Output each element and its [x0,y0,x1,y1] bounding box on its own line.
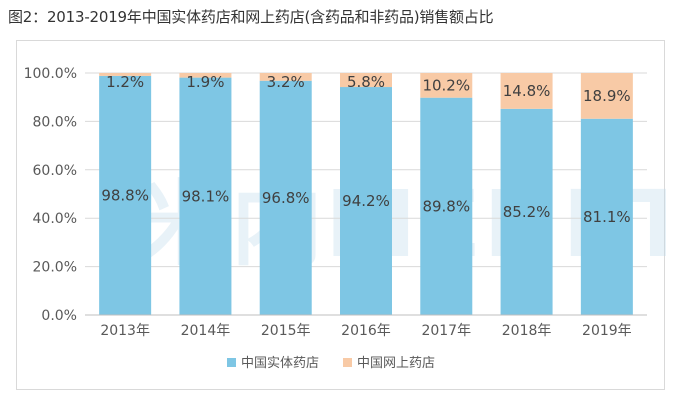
bar-segment-physical-store [179,77,232,316]
data-label-online-store: 14.8% [503,82,551,100]
bar-segment-online-store [179,73,232,78]
x-tick-label: 2013年 [100,323,150,339]
bar-segment-online-store [99,73,152,76]
x-tick-label: 2015年 [261,323,311,339]
bar-segment-physical-store [259,80,312,315]
x-tick-label: 2018年 [502,323,552,339]
data-label-physical-store: 89.8% [422,197,470,215]
y-tick-label: 100.0% [24,66,77,82]
y-tick-label: 20.0% [33,260,77,276]
y-tick-label: 80.0% [33,114,77,130]
x-tick-label: 2019年 [582,323,632,339]
x-tick-label: 2017年 [421,323,471,339]
legend: 中国实体药店 中国网上药店 [227,356,435,371]
y-tick-label: 0.0% [41,308,77,324]
y-tick-label: 60.0% [33,163,77,179]
bar-segment-online-store [340,73,392,88]
data-label-physical-store: 96.8% [262,189,310,207]
bar-segment-physical-store [420,97,473,316]
chart-frame: 米内MENET 98.8% 1.2% 98.1% 1.9% 96.8% 3.2% 94.2%… [16,40,666,390]
bar-segment-online-store [420,73,473,98]
legend-label-online-store: 中国网上药店 [357,356,435,371]
x-tick-label: 2014年 [181,323,231,339]
legend-swatch-online-store [343,358,352,367]
legend-label-physical-store: 中国实体药店 [241,356,319,371]
data-label-online-store: 1.9% [186,73,224,91]
data-label-online-store: 10.2% [422,76,470,94]
bar-segment-physical-store [500,108,553,315]
bar-segment-physical-store [580,118,633,315]
y-tick-label: 40.0% [33,211,77,227]
data-label-physical-store: 98.8% [101,186,149,204]
page-title: 图2：2013-2019年中国实体药店和网上药店(含药品和非药品)销售额占比 [8,8,494,26]
bar-segment-online-store [500,73,553,109]
data-label-online-store: 1.2% [106,73,144,91]
data-label-online-store: 18.9% [583,87,631,105]
bar-segment-physical-store [99,75,152,316]
bars: 98.8% 1.2% 98.1% 1.9% 96.8% 3.2% 94.2% 5.8% 89.8… [99,73,633,316]
data-label-online-store: 5.8% [347,73,385,91]
data-label-physical-store: 85.2% [503,203,551,221]
stacked-bar-chart: 米内MENET 98.8%1.2%98.1%1.9%96.8%3.2%94.2%… [24,66,666,371]
bar-segment-physical-store [340,87,392,315]
data-label-physical-store: 98.1% [182,187,230,205]
data-label-physical-store: 81.1% [583,208,631,226]
x-tick-label: 2016年 [341,323,391,339]
data-label-online-store: 3.2% [267,73,305,91]
legend-swatch-physical-store [227,358,236,367]
data-label-physical-store: 94.2% [342,192,390,210]
bar-segment-online-store [580,73,633,119]
bar-segment-online-store [259,73,312,81]
axes: 0.0% 20.0% 40.0% 60.0% 80.0% 100.0% 2013年 2014年… [24,66,647,339]
